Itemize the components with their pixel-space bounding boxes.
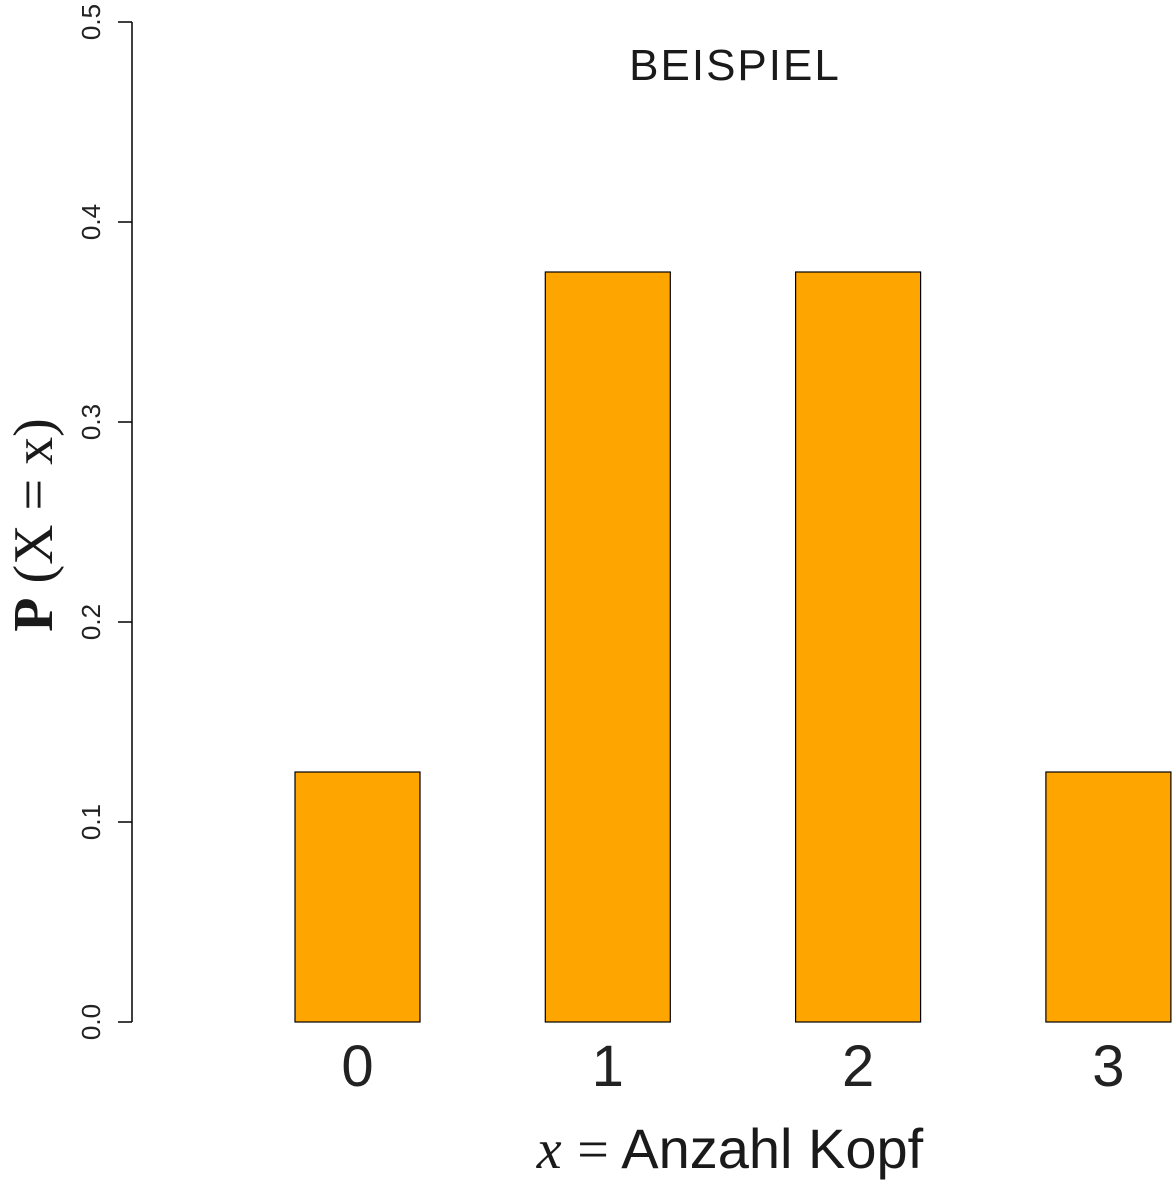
- bar-3: [1045, 771, 1172, 1023]
- x-axis-label-text: Anzahl Kopf: [621, 1117, 923, 1180]
- bar-0: [294, 771, 421, 1023]
- y-tick-label: 0.1: [76, 804, 106, 840]
- y-tick-label: 0.5: [76, 4, 106, 40]
- x-axis-label-var: x: [536, 1119, 562, 1180]
- y-tick-label: 0.3: [76, 404, 106, 440]
- y-axis-label: P (X = x): [3, 418, 65, 632]
- x-tick-label: 0: [341, 1034, 373, 1099]
- y-tick-label: 0.0: [76, 1004, 106, 1040]
- bar-1: [544, 271, 671, 1023]
- x-axis-label: x = Anzahl Kopf: [536, 1117, 924, 1180]
- y-tick-label: 0.2: [76, 604, 106, 640]
- y-axis-label-rest: (X = x): [3, 418, 65, 583]
- x-tick-label: 1: [592, 1034, 624, 1099]
- y-axis: 0.0 0.1 0.2 0.3 0.4 0.5: [76, 4, 133, 1040]
- chart-title: BEISPIEL: [629, 41, 841, 90]
- x-tick-label: 2: [842, 1034, 874, 1099]
- x-tick-label: 3: [1092, 1034, 1124, 1099]
- bars: [294, 271, 1172, 1023]
- x-tick-labels: 0 1 2 3: [341, 1034, 1124, 1099]
- bar-2: [794, 271, 922, 1023]
- y-tick-label: 0.4: [76, 204, 106, 240]
- y-axis-label-p: P: [3, 598, 65, 632]
- x-axis-label-eq: =: [577, 1119, 609, 1180]
